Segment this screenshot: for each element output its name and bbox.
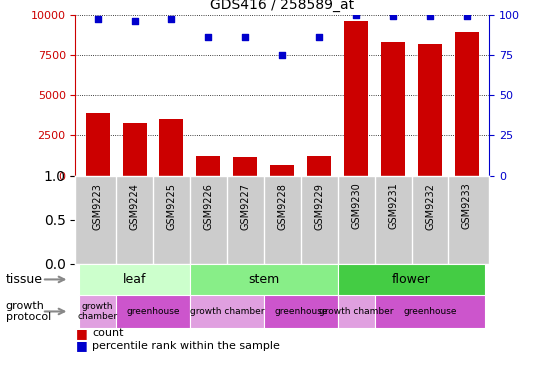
Bar — [381, 42, 405, 176]
Bar — [196, 156, 220, 176]
Text: ■: ■ — [75, 339, 87, 352]
Bar — [233, 157, 257, 176]
Point — [278, 52, 287, 58]
Bar — [307, 156, 331, 176]
Title: GDS416 / 258589_at: GDS416 / 258589_at — [210, 0, 354, 12]
Text: greenhouse: greenhouse — [126, 307, 180, 316]
Text: GSM9228: GSM9228 — [277, 183, 287, 229]
Text: growth
chamber: growth chamber — [78, 302, 118, 321]
Bar — [344, 21, 368, 176]
Point — [167, 16, 176, 22]
Text: GSM9225: GSM9225 — [167, 183, 177, 230]
Point — [425, 13, 434, 19]
Text: GSM9223: GSM9223 — [93, 183, 103, 229]
Text: growth
protocol: growth protocol — [6, 300, 51, 322]
Text: leaf: leaf — [123, 273, 146, 286]
Point — [352, 12, 361, 18]
Text: GSM9227: GSM9227 — [240, 183, 250, 230]
Point — [462, 13, 471, 19]
Bar — [375, 295, 485, 328]
Bar — [264, 295, 338, 328]
Text: percentile rank within the sample: percentile rank within the sample — [92, 341, 280, 351]
Bar — [338, 295, 375, 328]
Text: GSM9224: GSM9224 — [130, 183, 140, 229]
Text: ■: ■ — [75, 326, 87, 340]
Point — [93, 16, 102, 22]
Bar — [116, 295, 190, 328]
Bar — [455, 32, 479, 176]
Bar — [122, 123, 146, 176]
Point — [241, 34, 250, 40]
Text: greenhouse: greenhouse — [403, 307, 457, 316]
Bar — [79, 264, 190, 295]
Text: count: count — [92, 328, 124, 338]
Bar — [271, 165, 294, 176]
Text: growth chamber: growth chamber — [190, 307, 264, 316]
Text: GSM9226: GSM9226 — [203, 183, 214, 229]
Text: GSM9232: GSM9232 — [425, 183, 435, 229]
Text: GSM9229: GSM9229 — [314, 183, 324, 229]
Bar — [190, 264, 338, 295]
Bar — [159, 119, 183, 176]
Point — [389, 13, 397, 19]
Bar — [86, 113, 110, 176]
Text: greenhouse: greenhouse — [274, 307, 328, 316]
Point — [130, 18, 139, 24]
Bar — [190, 295, 264, 328]
Bar — [338, 264, 485, 295]
Bar — [79, 295, 116, 328]
Text: GSM9231: GSM9231 — [388, 183, 398, 229]
Point — [204, 34, 213, 40]
Text: stem: stem — [248, 273, 280, 286]
Text: tissue: tissue — [6, 273, 42, 286]
Text: growth chamber: growth chamber — [319, 307, 394, 316]
Bar — [418, 44, 442, 176]
Text: flower: flower — [392, 273, 431, 286]
Text: GSM9233: GSM9233 — [462, 183, 472, 229]
Point — [315, 34, 324, 40]
Text: GSM9230: GSM9230 — [351, 183, 361, 229]
